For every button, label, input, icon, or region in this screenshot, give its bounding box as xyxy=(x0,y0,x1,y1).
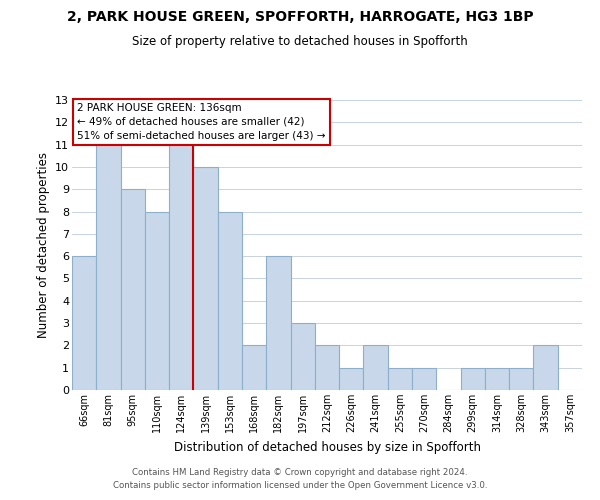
X-axis label: Distribution of detached houses by size in Spofforth: Distribution of detached houses by size … xyxy=(173,440,481,454)
Bar xyxy=(242,346,266,390)
Bar xyxy=(193,167,218,390)
Bar xyxy=(121,189,145,390)
Y-axis label: Number of detached properties: Number of detached properties xyxy=(37,152,50,338)
Bar xyxy=(72,256,96,390)
Bar xyxy=(412,368,436,390)
Text: Size of property relative to detached houses in Spofforth: Size of property relative to detached ho… xyxy=(132,35,468,48)
Bar xyxy=(485,368,509,390)
Bar xyxy=(388,368,412,390)
Bar xyxy=(315,346,339,390)
Bar xyxy=(364,346,388,390)
Bar xyxy=(533,346,558,390)
Bar xyxy=(266,256,290,390)
Text: Contains HM Land Registry data © Crown copyright and database right 2024.
Contai: Contains HM Land Registry data © Crown c… xyxy=(113,468,487,490)
Bar xyxy=(461,368,485,390)
Text: 2, PARK HOUSE GREEN, SPOFFORTH, HARROGATE, HG3 1BP: 2, PARK HOUSE GREEN, SPOFFORTH, HARROGAT… xyxy=(67,10,533,24)
Bar xyxy=(218,212,242,390)
Bar xyxy=(96,144,121,390)
Bar xyxy=(509,368,533,390)
Text: 2 PARK HOUSE GREEN: 136sqm
← 49% of detached houses are smaller (42)
51% of semi: 2 PARK HOUSE GREEN: 136sqm ← 49% of deta… xyxy=(77,103,326,141)
Bar xyxy=(290,323,315,390)
Bar xyxy=(169,144,193,390)
Bar xyxy=(339,368,364,390)
Bar xyxy=(145,212,169,390)
